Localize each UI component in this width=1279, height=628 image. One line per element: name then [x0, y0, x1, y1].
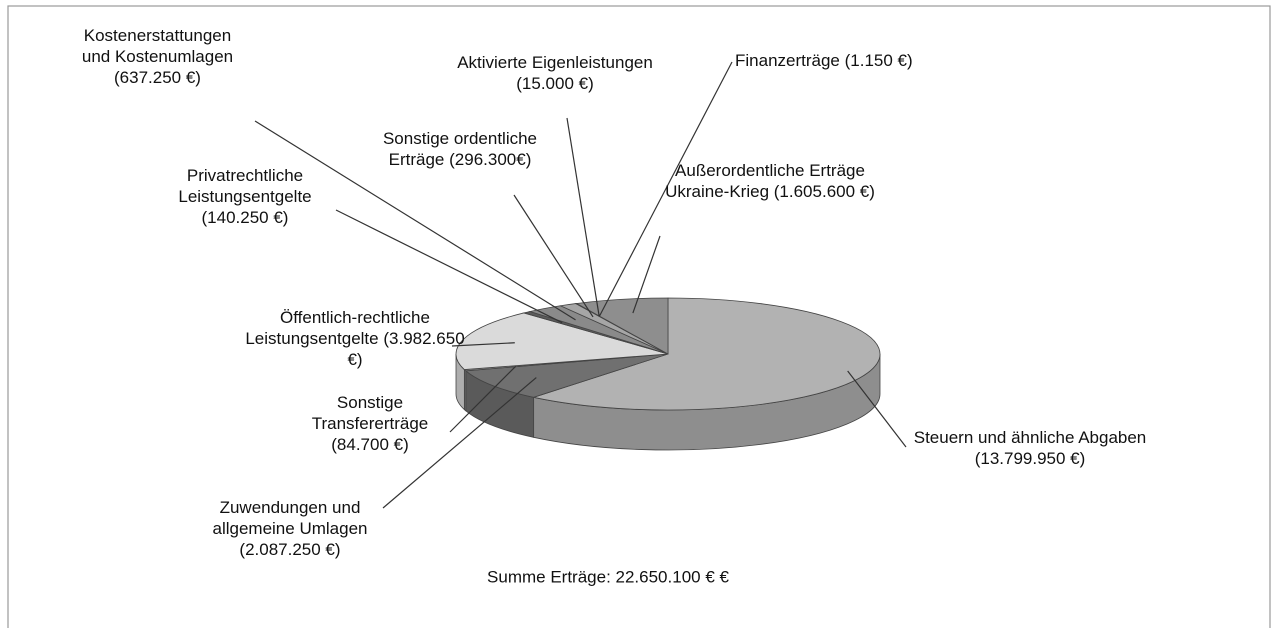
value-label: (13.799.950 €)	[974, 449, 1086, 468]
value-label: (1.605.600 €)	[773, 182, 875, 201]
category-name: Kostenerstattungen und Kostenumlagen	[81, 26, 234, 66]
label-text: Aktivierte Eigenleistungen (15.000 €)	[430, 52, 680, 94]
category-name: Zuwendungen und allgemeine Umlagen	[212, 498, 368, 538]
label-text: Sonstige ordentliche Erträge (296.300€)	[370, 128, 550, 170]
category-name: Aktivierte Eigenleistungen	[457, 53, 653, 72]
data-label: Außerordentliche Erträge Ukraine-Krieg (…	[655, 160, 885, 202]
data-label: Öffentlich-rechtliche Leistungsentgelte …	[245, 307, 465, 370]
leader-line	[254, 120, 576, 321]
leader-line	[513, 194, 594, 318]
value-label: (3.982.650 €)	[347, 329, 465, 369]
data-label: Sonstige Transfererträge (84.700 €)	[285, 392, 455, 455]
chart-frame	[7, 5, 1271, 628]
value-label: (296.300€)	[449, 150, 532, 169]
value-label: (637.250 €)	[114, 68, 201, 87]
data-label: Steuern und ähnliche Abgaben (13.799.950…	[905, 427, 1155, 469]
value-label: (1.150 €)	[844, 51, 913, 70]
leader-line	[566, 117, 600, 317]
label-text: Sonstige Transfererträge (84.700 €)	[285, 392, 455, 455]
annotation: Summe Erträge: 22.650.100 € €	[487, 567, 729, 586]
label-text: Finanzerträge (1.150 €)	[735, 50, 995, 71]
slice	[532, 297, 881, 411]
leader-line	[451, 342, 515, 347]
slice	[575, 297, 669, 355]
value-label: (84.700 €)	[331, 435, 409, 454]
category-name: Finanzerträge	[735, 51, 840, 70]
value-label: (15.000 €)	[516, 74, 594, 93]
value-label: (140.250 €)	[201, 208, 289, 227]
category-name: Privatrechtliche Leistungsentgelte	[178, 166, 312, 206]
data-label: Zuwendungen und allgemeine Umlagen (2.08…	[195, 497, 385, 560]
label-text: Steuern und ähnliche Abgaben (13.799.950…	[905, 427, 1155, 469]
leader-line	[449, 365, 517, 433]
category-name: Öffentlich-rechtliche Leistungsentgelte	[245, 308, 430, 348]
label-text: Außerordentliche Erträge Ukraine-Krieg (…	[655, 160, 885, 202]
label-text: Kostenerstattungen und Kostenumlagen (63…	[70, 25, 245, 88]
leader-line	[847, 370, 907, 448]
label-text: Öffentlich-rechtliche Leistungsentgelte …	[245, 307, 465, 370]
category-name: Steuern und ähnliche Abgaben	[913, 428, 1147, 447]
data-label: Privatrechtliche Leistungsentgelte (140.…	[145, 165, 345, 228]
slice	[464, 353, 669, 398]
leader-line	[632, 235, 661, 314]
pie-tops	[455, 297, 881, 411]
leader-line	[598, 61, 733, 317]
data-label: Kostenerstattungen und Kostenumlagen (63…	[70, 25, 245, 88]
value-label: (2.087.250 €)	[239, 540, 341, 559]
label-text: Zuwendungen und allgemeine Umlagen (2.08…	[195, 497, 385, 560]
data-label: Aktivierte Eigenleistungen (15.000 €)	[430, 52, 680, 94]
category-name: Sonstige ordentliche Erträge	[382, 129, 538, 169]
slice	[455, 312, 669, 370]
leader-line	[335, 209, 563, 324]
data-label: Sonstige ordentliche Erträge (296.300€)	[370, 128, 550, 170]
category-name: Außerordentliche Erträge Ukraine-Krieg	[665, 161, 865, 201]
data-label: Finanzerträge (1.150 €)	[735, 50, 995, 71]
label-text: Privatrechtliche Leistungsentgelte (140.…	[145, 165, 345, 228]
leader-line	[382, 377, 537, 509]
category-name: Sonstige Transfererträge	[311, 393, 429, 433]
